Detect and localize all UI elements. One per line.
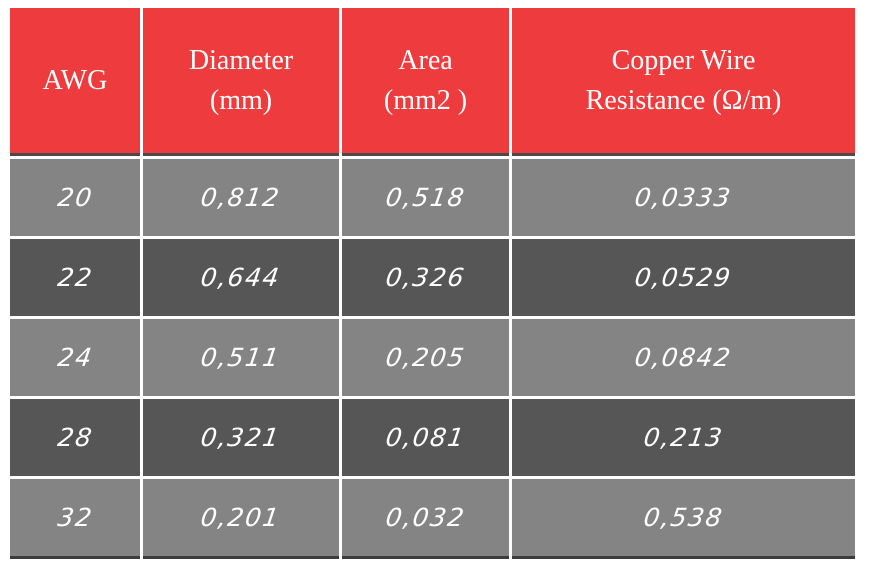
- cell-value: 20: [55, 183, 95, 212]
- cell-diameter: 0,201: [143, 479, 339, 559]
- column-header-awg-line1: AWG: [42, 64, 108, 96]
- cell-value: 0,205: [383, 343, 468, 372]
- table-header: AWG Diameter (mm) Area (mm2 ) Copper Wire R…: [10, 8, 855, 156]
- cell-value: 0,538: [641, 503, 726, 532]
- column-header-diameter-line2: (mm): [209, 84, 273, 116]
- column-header-area: Area (mm2 ): [342, 8, 509, 156]
- cell-resistance: 0,538: [512, 479, 855, 559]
- cell-area: 0,518: [342, 159, 509, 236]
- cell-value: 0,511: [199, 343, 283, 372]
- cell-value: 24: [55, 343, 95, 372]
- cell-area: 0,032: [342, 479, 509, 559]
- table-row: 20 0,812 0,518 0,0333: [10, 159, 855, 236]
- table-row: 28 0,321 0,081 0,213: [10, 399, 855, 476]
- cell-value: 0,081: [383, 423, 468, 452]
- cell-awg: 22: [10, 239, 140, 316]
- cell-awg: 28: [10, 399, 140, 476]
- cell-value: 0,0333: [633, 183, 734, 212]
- cell-diameter: 0,644: [143, 239, 339, 316]
- column-header-resistance-line2: Resistance (Ω/m): [585, 84, 782, 116]
- cell-awg: 20: [10, 159, 140, 236]
- cell-awg: 24: [10, 319, 140, 396]
- column-header-area-line2: (mm2 ): [383, 84, 468, 116]
- cell-resistance: 0,0333: [512, 159, 855, 236]
- cell-area: 0,205: [342, 319, 509, 396]
- header-row: AWG Diameter (mm) Area (mm2 ) Copper Wire R…: [10, 8, 855, 156]
- cell-resistance: 0,0529: [512, 239, 855, 316]
- column-header-area-line1: Area: [398, 45, 453, 77]
- cell-value: 0,321: [199, 423, 283, 452]
- column-header-resistance: Copper Wire Resistance (Ω/m): [512, 8, 855, 156]
- column-header-resistance-line1: Copper Wire: [611, 45, 756, 77]
- cell-value: 0,0842: [633, 343, 734, 372]
- cell-value: 0,032: [383, 503, 468, 532]
- cell-resistance: 0,213: [512, 399, 855, 476]
- cell-resistance: 0,0842: [512, 319, 855, 396]
- cell-area: 0,326: [342, 239, 509, 316]
- cell-diameter: 0,812: [143, 159, 339, 236]
- table-row: 22 0,644 0,326 0,0529: [10, 239, 855, 316]
- column-header-awg: AWG: [10, 8, 140, 156]
- column-header-diameter-line1: Diameter: [188, 45, 294, 77]
- cell-value: 0,0529: [633, 263, 734, 292]
- cell-value: 0,644: [199, 263, 283, 292]
- table-body: 20 0,812 0,518 0,0333 22 0,644 0,326 0,0…: [10, 159, 855, 559]
- cell-awg: 32: [10, 479, 140, 559]
- cell-area: 0,081: [342, 399, 509, 476]
- cell-value: 0,518: [383, 183, 468, 212]
- cell-diameter: 0,321: [143, 399, 339, 476]
- cell-value: 28: [55, 423, 95, 452]
- table-row: 32 0,201 0,032 0,538: [10, 479, 855, 559]
- cell-value: 0,812: [199, 183, 283, 212]
- cell-value: 32: [55, 503, 95, 532]
- cell-value: 0,326: [383, 263, 468, 292]
- column-header-diameter: Diameter (mm): [143, 8, 339, 156]
- cell-diameter: 0,511: [143, 319, 339, 396]
- table-row: 24 0,511 0,205 0,0842: [10, 319, 855, 396]
- cell-value: 0,213: [641, 423, 726, 452]
- wire-gauge-table: AWG Diameter (mm) Area (mm2 ) Copper Wire R…: [7, 5, 858, 562]
- cell-value: 0,201: [199, 503, 283, 532]
- cell-value: 22: [55, 263, 95, 292]
